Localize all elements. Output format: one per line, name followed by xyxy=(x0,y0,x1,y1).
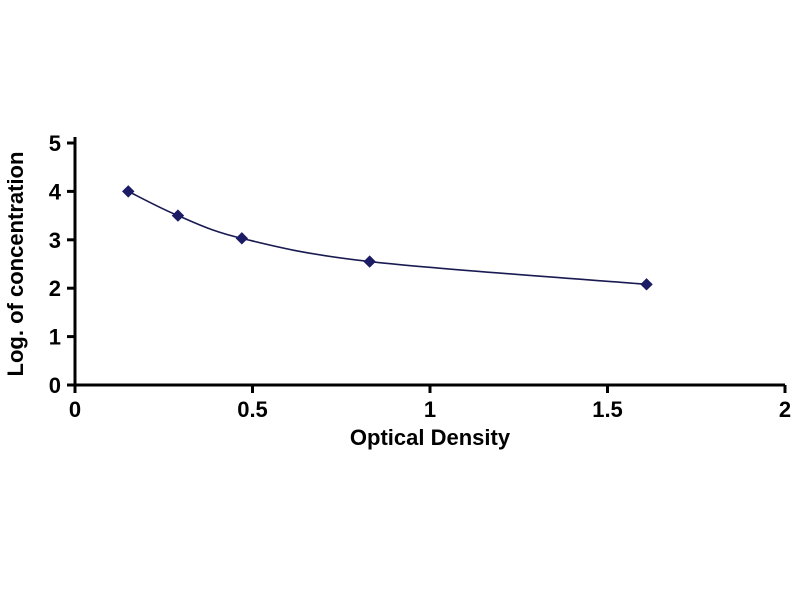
data-point-marker xyxy=(235,232,249,245)
x-axis-tick-label: 1 xyxy=(424,397,436,422)
data-point-marker xyxy=(171,209,185,222)
axis-line xyxy=(73,137,785,387)
curve-line xyxy=(127,190,647,286)
x-axis-title: Optical Density xyxy=(349,425,511,450)
y-axis-tick-label: 5 xyxy=(49,131,61,156)
y-axis-tick-label: 2 xyxy=(49,276,61,301)
y-axis-tick-label: 0 xyxy=(49,373,61,398)
x-axis-tick-label: 2 xyxy=(779,397,791,422)
y-axis-tick-label: 1 xyxy=(49,325,61,350)
x-axis-tick-label: 1.5 xyxy=(592,397,623,422)
x-axis-tick-label: 0.5 xyxy=(237,397,268,422)
x-axis-tick-label: 0 xyxy=(69,397,81,422)
data-point-marker xyxy=(122,185,135,198)
y-axis-title: Log. of concentration xyxy=(3,151,28,377)
y-axis-tick-label: 4 xyxy=(49,179,62,204)
y-axis-tick-label: 3 xyxy=(49,228,61,253)
data-point-marker xyxy=(363,255,376,268)
data-point-marker xyxy=(640,278,653,291)
